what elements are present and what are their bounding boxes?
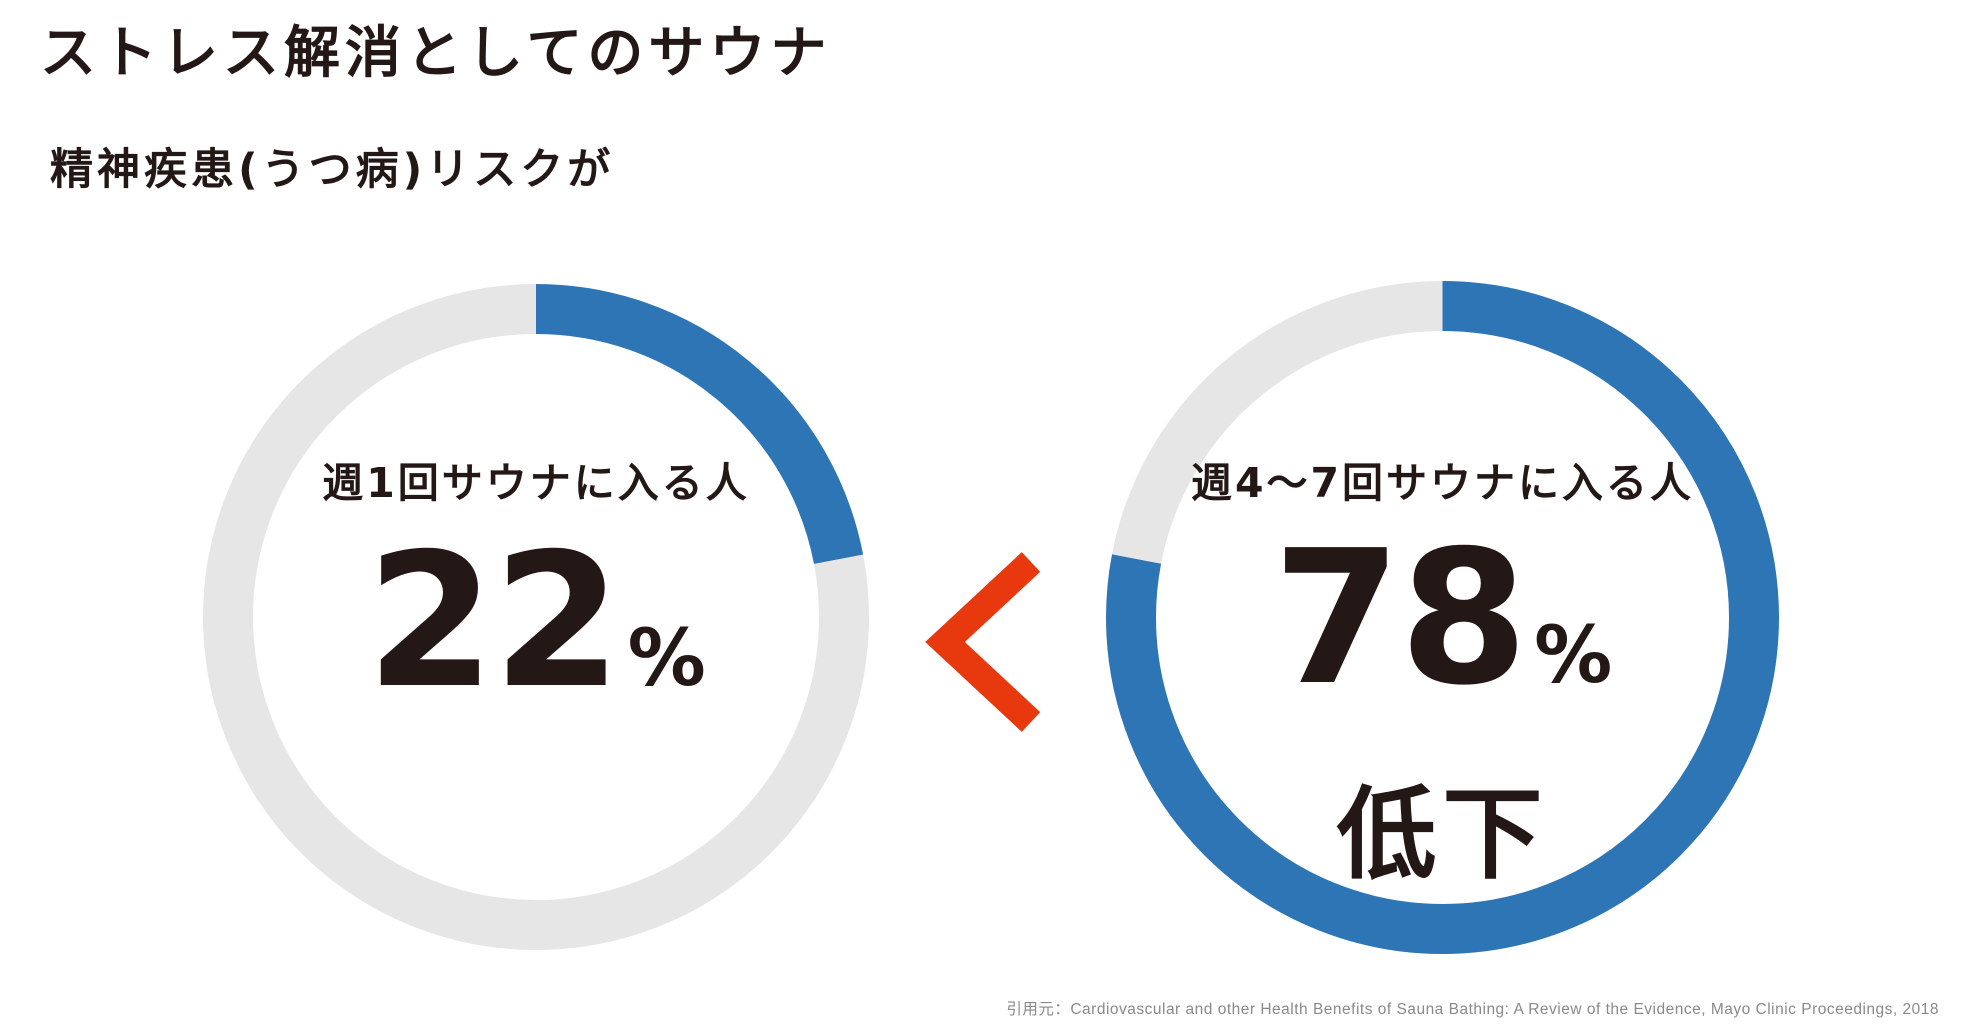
- decrease-label: 低下: [1336, 776, 1549, 893]
- percentage-value: 22: [366, 513, 621, 729]
- donut-value-4-7-weekly: 78%: [1106, 526, 1779, 711]
- donut-svg-4-7-weekly: [1106, 281, 1779, 954]
- donut-caption-4-7-weekly: 週4〜7回サウナに入る人: [1190, 459, 1695, 507]
- donut-chart-once-weekly: 週1回サウナに入る人 22%: [203, 284, 869, 950]
- donut-slice-remainder: [203, 284, 869, 950]
- page-subtitle: 精神疾患(うつ病)リスクが: [50, 145, 615, 195]
- percent-sign: %: [1534, 611, 1613, 701]
- percentage-value: 78: [1272, 510, 1528, 726]
- page-title: ストレス解消としてのサウナ: [40, 21, 832, 86]
- less-than-chevron-icon: [925, 552, 1041, 732]
- percent-sign: %: [627, 614, 706, 704]
- source-citation: 引用元：Cardiovascular and other Health Bene…: [1006, 1001, 1939, 1018]
- donut-caption-once-weekly: 週1回サウナに入る人: [322, 459, 750, 507]
- donut-value-once-weekly: 22%: [203, 529, 869, 714]
- donut-slice-remainder: [1106, 281, 1779, 954]
- donut-chart-4-7-weekly: 週4〜7回サウナに入る人 78% 低下: [1106, 281, 1779, 954]
- donut-svg-once-weekly: [203, 284, 869, 950]
